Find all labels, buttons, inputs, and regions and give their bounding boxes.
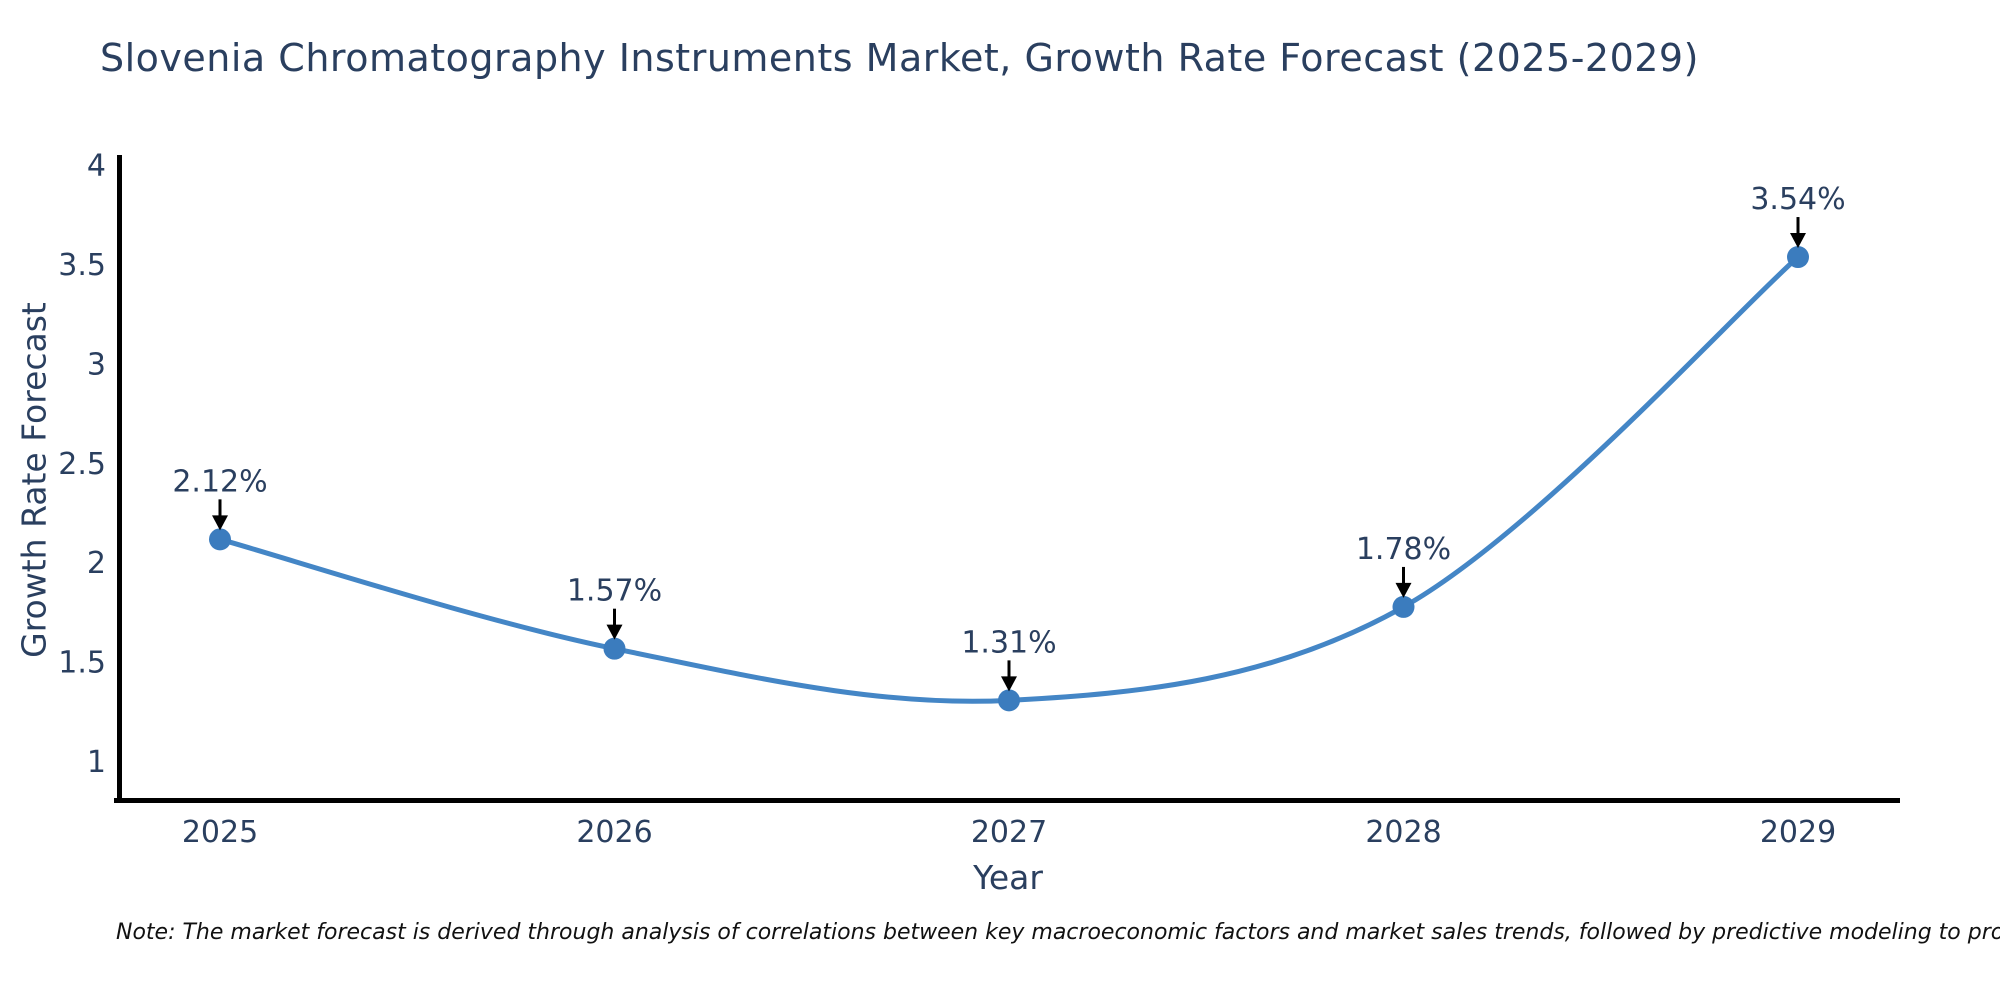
annotation-label: 1.78% (1356, 532, 1451, 567)
x-tick-label: 2026 (576, 815, 652, 850)
y-axis-spine (117, 155, 122, 803)
data-point-2025 (209, 528, 231, 551)
y-tick-label: 1.5 (58, 646, 106, 681)
annotation-arrow-head (1395, 582, 1412, 598)
data-point-2026 (603, 637, 626, 660)
y-tick-label: 2.5 (58, 447, 106, 482)
footnote: Note: The market forecast is derived thr… (116, 920, 2000, 945)
y-tick-label: 3 (87, 347, 106, 382)
annotation-label: 3.54% (1750, 182, 1845, 217)
data-point-2028 (1392, 595, 1415, 618)
annotation-arrow-head (606, 624, 623, 640)
annotation-arrow-head (1001, 676, 1017, 692)
annotation-label: 1.57% (567, 574, 662, 609)
data-point-2029 (1787, 246, 1809, 269)
x-tick-label: 2025 (182, 815, 258, 850)
annotation-arrow-head (1790, 233, 1806, 249)
annotation-label: 1.31% (961, 625, 1056, 660)
chart-title: Slovenia Chromatography Instruments Mark… (100, 36, 1699, 80)
x-tick-label: 2027 (971, 815, 1047, 850)
data-point-2027 (998, 689, 1020, 712)
x-axis-spine (114, 798, 1900, 803)
x-axis-title: Year (973, 858, 1043, 897)
annotation-label: 2.12% (172, 464, 267, 499)
y-tick-label: 1 (87, 745, 106, 780)
annotation-arrow-head (212, 515, 228, 531)
y-tick-label: 2 (87, 546, 106, 581)
y-tick-label: 3.5 (58, 248, 106, 283)
x-tick-label: 2029 (1760, 815, 1836, 850)
y-tick-label: 4 (87, 149, 106, 184)
x-tick-label: 2028 (1365, 815, 1441, 850)
